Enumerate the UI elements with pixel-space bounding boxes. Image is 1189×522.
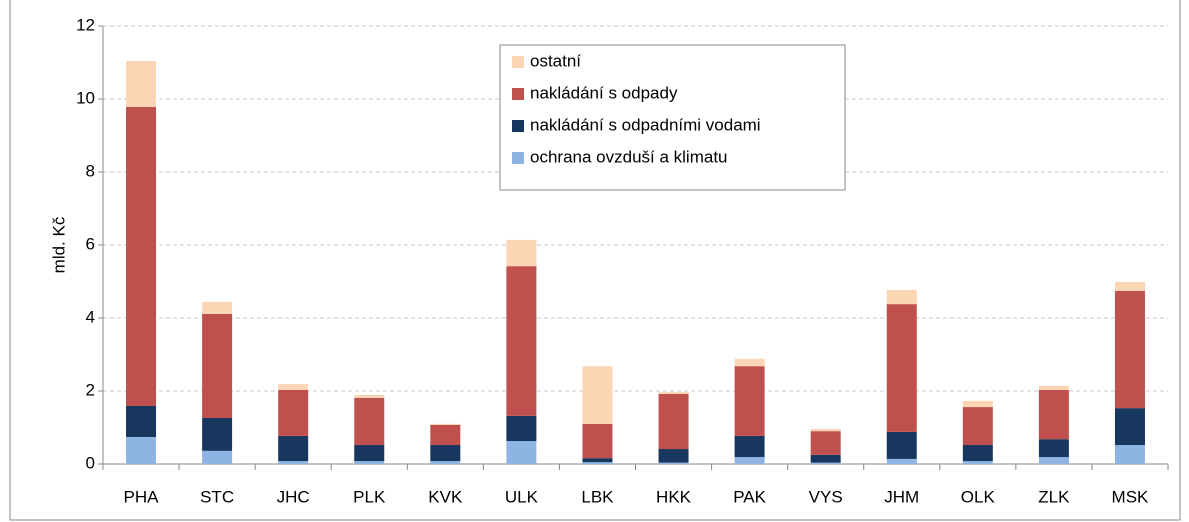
x-tick-label: VYS	[809, 487, 843, 506]
bar-segment	[658, 393, 689, 450]
bar-segment	[658, 462, 689, 464]
bar-segment	[126, 436, 157, 464]
bar-segment	[886, 289, 917, 305]
x-tick-label: ULK	[505, 487, 539, 506]
x-tick-label: HKK	[656, 487, 692, 506]
bar-segment	[354, 395, 385, 398]
bar-segment	[278, 384, 309, 390]
bar-segment	[126, 405, 157, 437]
bar-segment	[202, 418, 233, 451]
legend-label: nakládání s odpadními vodami	[530, 115, 761, 134]
bar-segment	[1038, 389, 1069, 440]
bar-segment	[962, 407, 993, 446]
y-tick-label: 8	[86, 161, 95, 180]
bar-segment	[962, 445, 993, 462]
y-tick-label: 6	[86, 234, 95, 253]
bar-segment	[1038, 385, 1069, 390]
legend-swatch	[512, 88, 524, 100]
bar-segment	[734, 457, 765, 464]
legend-swatch	[512, 56, 524, 68]
bar-segment	[354, 445, 385, 462]
legend-label: ochrana ovzduší a klimatu	[530, 147, 728, 166]
bar-segment	[430, 445, 461, 462]
bar-segment	[430, 423, 461, 425]
x-tick-label: JHM	[884, 487, 919, 506]
bar-segment	[962, 400, 993, 408]
y-tick-label: 4	[86, 307, 95, 326]
bar-segment	[126, 107, 157, 406]
x-tick-label: KVK	[428, 487, 463, 506]
y-axis-label: mld. Kč	[49, 216, 68, 273]
x-tick-label: JHC	[277, 487, 310, 506]
bar-segment	[658, 392, 689, 394]
x-tick-label: PAK	[733, 487, 766, 506]
x-tick-label: PHA	[124, 487, 160, 506]
bar-segment	[354, 461, 385, 464]
bar-segment	[810, 454, 841, 463]
x-tick-label: ZLK	[1038, 487, 1070, 506]
legend-swatch	[512, 152, 524, 164]
bar-segment	[202, 313, 233, 419]
legend-label: ostatní	[530, 51, 581, 70]
chart-frame	[9, 0, 1181, 521]
x-tick-label: LBK	[581, 487, 614, 506]
bar-segment	[506, 266, 537, 416]
y-tick-label: 10	[76, 88, 95, 107]
x-tick-label: MSK	[1112, 487, 1150, 506]
bar-segment	[734, 358, 765, 367]
bar-segment	[278, 435, 309, 462]
bar-segment	[126, 61, 157, 108]
bar-segment	[886, 458, 917, 464]
y-tick-label: 0	[86, 453, 95, 472]
legend-label: nakládání s odpady	[530, 83, 678, 102]
legend-box	[499, 44, 846, 191]
x-tick-label: PLK	[353, 487, 386, 506]
bar-segment	[810, 431, 841, 455]
bar-segment	[582, 423, 613, 459]
bar-segment	[886, 431, 917, 459]
bar-segment	[202, 301, 233, 314]
bar-segment	[886, 304, 917, 432]
x-tick-label: OLK	[961, 487, 996, 506]
bar-segment	[1114, 281, 1145, 291]
bar-segment	[354, 397, 385, 446]
bar-segment	[278, 461, 309, 464]
bar-segment	[430, 461, 461, 464]
y-tick-label: 2	[86, 380, 95, 399]
bar-segment	[658, 449, 689, 463]
bar-segment	[278, 389, 309, 436]
bar-segment	[506, 415, 537, 442]
bar-segment	[1114, 408, 1145, 446]
bar-segment	[202, 450, 233, 464]
bar-segment	[810, 428, 841, 432]
bar-segment	[430, 424, 461, 446]
bar-segment	[506, 441, 537, 464]
bar-segment	[734, 366, 765, 436]
bar-segment	[810, 462, 841, 464]
bar-segment	[1114, 445, 1145, 464]
bar-segment	[1038, 439, 1069, 458]
bar-segment	[506, 239, 537, 267]
bar-segment	[582, 462, 613, 464]
y-tick-label: 12	[76, 15, 95, 34]
legend-swatch	[512, 120, 524, 132]
bar-segment	[1114, 290, 1145, 409]
bar-segment	[1038, 457, 1069, 464]
bar-segment	[734, 435, 765, 458]
x-tick-label: STC	[200, 487, 234, 506]
bar-segment	[962, 461, 993, 464]
bar-segment	[582, 366, 613, 424]
bar-segment	[582, 458, 613, 463]
